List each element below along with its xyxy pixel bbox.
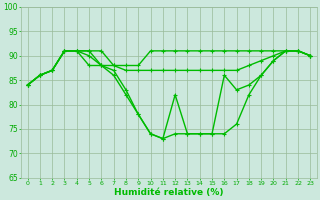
X-axis label: Humidité relative (%): Humidité relative (%) [114, 188, 224, 197]
